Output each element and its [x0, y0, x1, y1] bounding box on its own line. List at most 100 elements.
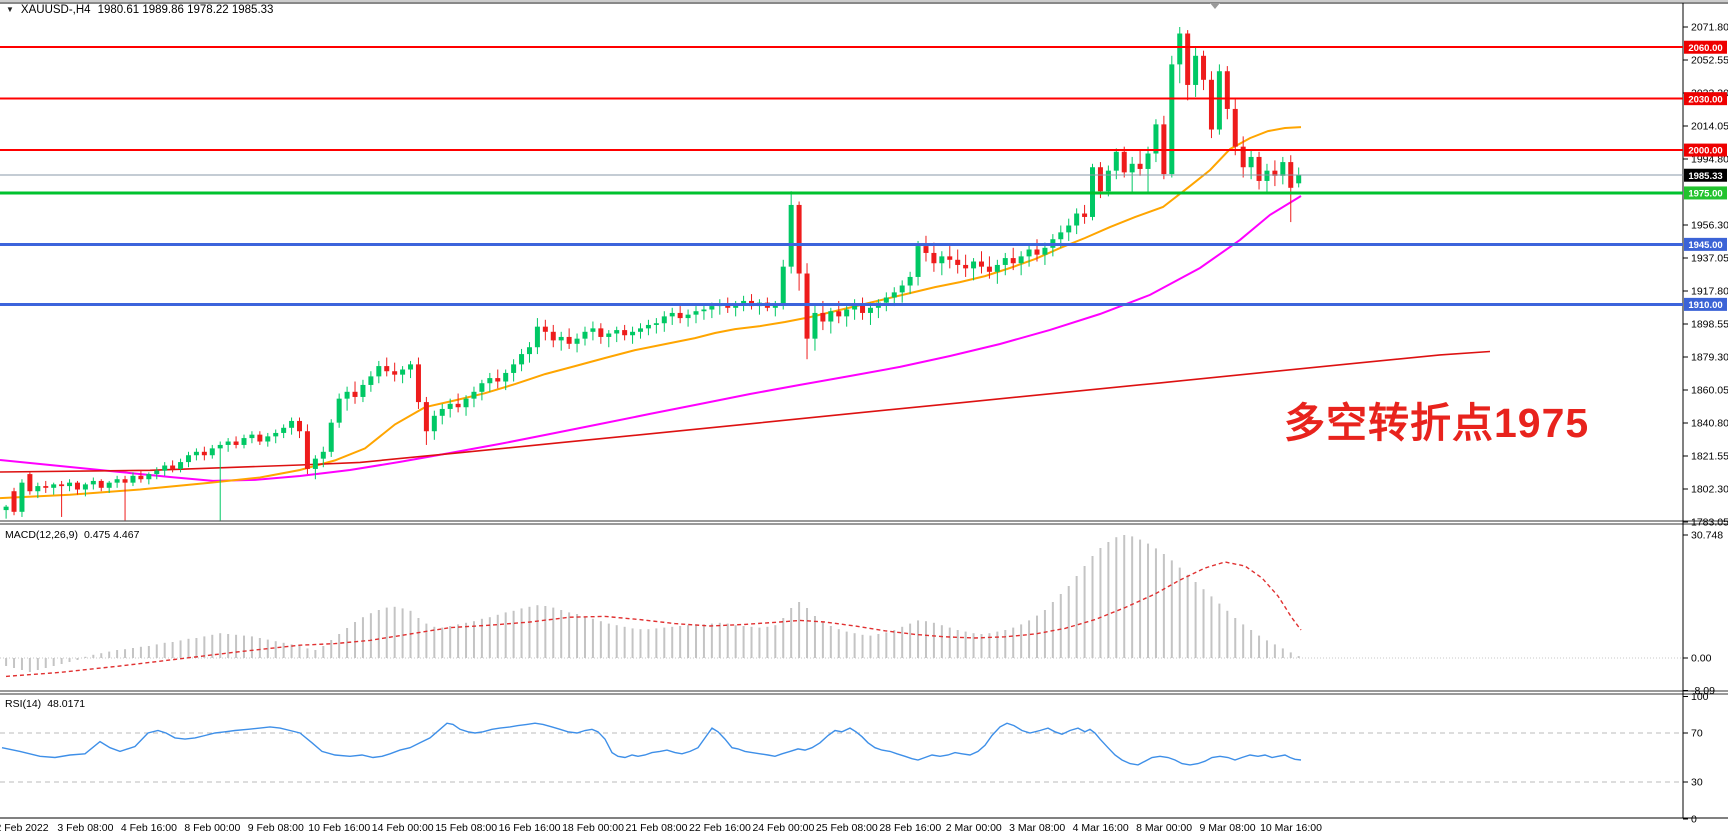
symbol-dropdown-icon[interactable]: ▼: [6, 4, 14, 14]
macd-histogram-bar: [750, 626, 753, 658]
macd-panel: [0, 535, 1683, 678]
bull-candle: [265, 436, 271, 442]
bear-candle: [1201, 55, 1207, 80]
bear-candle: [986, 266, 992, 272]
macd-histogram-bar: [354, 622, 357, 658]
bull-candle: [114, 479, 120, 483]
price-badge-1945.00: [1684, 237, 1727, 251]
bear-candle: [820, 312, 826, 322]
macd-histogram-bar: [829, 626, 832, 658]
bull-candle: [146, 474, 152, 480]
macd-histogram-bar: [179, 640, 182, 658]
macd-histogram-bar: [877, 634, 880, 658]
date-label: 3 Feb 08:00: [57, 822, 113, 834]
bear-candle: [1185, 33, 1191, 85]
macd-indicator-label: MACD(12,26,9) 0.475 4.467: [5, 529, 139, 541]
macd-histogram-bar: [639, 629, 642, 658]
macd-histogram-bar: [227, 634, 230, 658]
bear-candle: [1208, 79, 1214, 130]
bull-candle: [503, 372, 509, 382]
bear-candle: [384, 366, 390, 372]
bull-candle: [1066, 225, 1072, 233]
macd-histogram-bar: [203, 636, 206, 658]
bear-candle: [138, 475, 144, 480]
macd-histogram-bar: [718, 622, 721, 658]
date-label: 2 Mar 00:00: [946, 822, 1002, 834]
bull-candle: [812, 312, 818, 339]
macd-histogram-bar: [798, 602, 801, 658]
macd-histogram-bar: [322, 646, 325, 658]
macd-histogram-bar: [346, 628, 349, 658]
bull-candle: [828, 311, 834, 322]
bull-candle: [328, 422, 334, 452]
macd-histogram-bar: [909, 623, 912, 658]
bear-candle: [304, 431, 310, 469]
macd-histogram-bar: [131, 648, 134, 658]
price-axis[interactable]: 2071.802052.552033.302014.051994.801956.…: [1683, 22, 1728, 529]
macd-histogram-bar: [250, 636, 253, 658]
price-tick-label: 1956.30: [1691, 220, 1728, 232]
macd-histogram-bar: [116, 650, 119, 658]
ma-fast-orange: [0, 126, 1302, 500]
bear-candle: [257, 434, 263, 442]
macd-histogram-bar: [266, 639, 269, 658]
macd-values: 0.475 4.467: [83, 529, 140, 541]
macd-histogram-bar: [1036, 615, 1038, 658]
macd-histogram-bar: [679, 626, 682, 658]
macd-histogram-bar: [790, 608, 793, 658]
macd-histogram-bar: [996, 631, 999, 658]
trendline-red[interactable]: [0, 350, 1491, 473]
macd-histogram-bar: [1226, 610, 1229, 658]
macd-histogram-bar: [1075, 576, 1078, 658]
bull-candle: [487, 378, 493, 384]
macd-histogram-bar: [187, 638, 190, 658]
price-badge-text: 2030.00: [1688, 94, 1722, 105]
macd-histogram-bar: [774, 625, 777, 658]
bear-candle: [978, 261, 984, 267]
bear-candle: [1224, 71, 1230, 109]
bull-candle: [106, 482, 112, 488]
macd-signal-line: [5, 561, 1302, 678]
macd-histogram-bar: [687, 625, 690, 658]
macd-histogram-bar: [917, 620, 920, 658]
macd-histogram-bar: [948, 627, 951, 658]
macd-histogram-bar: [385, 607, 388, 658]
macd-histogram-bar: [853, 633, 856, 658]
macd-histogram-bar: [171, 642, 174, 658]
price-tick-label: 1840.80: [1691, 418, 1728, 430]
bull-candle: [939, 256, 945, 264]
macd-histogram-bar: [821, 622, 824, 658]
date-label: 8 Mar 00:00: [1136, 822, 1192, 834]
bull-candle: [289, 420, 295, 428]
bull-candle: [35, 486, 41, 492]
annotation-text[interactable]: 多空转折点1975: [1284, 400, 1590, 446]
bear-candle: [622, 330, 628, 336]
time-axis[interactable]: 2 Feb 2022 3 Feb 08:00 4 Feb 16:00 8 Feb 00…: [0, 822, 1322, 834]
macd-histogram-bar: [338, 634, 341, 658]
bull-candle: [1169, 64, 1175, 175]
bull-candle: [225, 441, 231, 445]
macd-histogram-bar: [544, 606, 547, 658]
bull-candle: [590, 328, 596, 332]
price-tick-label: 2014.05: [1691, 121, 1728, 133]
bear-candle: [836, 311, 842, 317]
macd-histogram-bar: [211, 634, 214, 658]
price-tick-label: 2071.80: [1691, 22, 1728, 34]
bull-candle: [519, 354, 525, 365]
bear-candle: [963, 264, 969, 269]
macd-histogram-bar: [92, 654, 95, 658]
chart-shift-marker-icon[interactable]: [1210, 3, 1220, 9]
rsi-tick-label: 70: [1691, 728, 1703, 740]
macd-histogram-bar: [163, 642, 166, 658]
price-tick-label: 1917.80: [1691, 286, 1728, 298]
bull-candle: [185, 455, 191, 463]
macd-histogram-bar: [361, 617, 364, 658]
bear-candle: [804, 273, 810, 339]
macd-histogram-bar: [726, 623, 729, 658]
macd-histogram-bar: [901, 626, 904, 658]
bull-candle: [130, 475, 136, 483]
macd-histogram-bar: [623, 626, 626, 658]
bear-candle: [201, 451, 207, 456]
macd-histogram-bar: [393, 606, 396, 658]
